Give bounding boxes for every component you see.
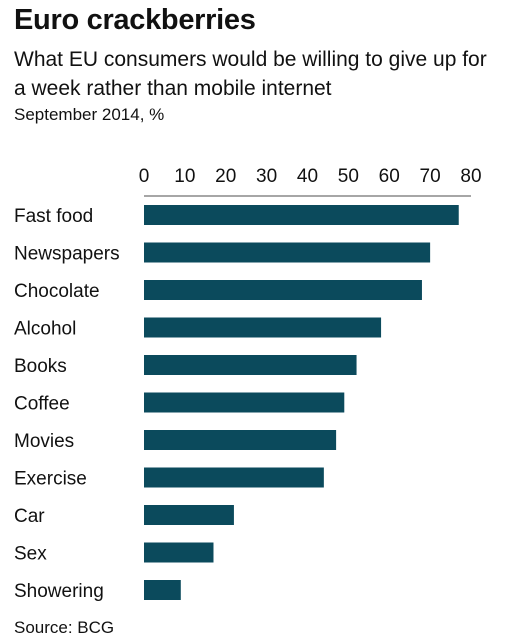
x-tick-label: 30: [256, 166, 277, 187]
category-label: Chocolate: [14, 281, 100, 302]
bar-exercise: [144, 467, 324, 488]
category-label: Exercise: [14, 469, 87, 490]
category-label: Newspapers: [14, 244, 120, 265]
x-tick-label: 60: [379, 166, 400, 187]
category-label: Alcohol: [14, 319, 76, 340]
bar-coffee: [144, 392, 345, 413]
bar-alcohol: [144, 317, 382, 338]
bar-movies: [144, 430, 337, 450]
bar-chocolate: [144, 280, 422, 300]
source-note: Source: BCG: [14, 618, 115, 637]
x-tick-label: 80: [460, 166, 481, 187]
chart-subtitle: What EU consumers would be willing to gi…: [14, 48, 487, 100]
x-tick-label: 70: [420, 166, 441, 187]
bar-sex: [144, 542, 214, 563]
category-label: Car: [14, 506, 45, 527]
category-label: Showering: [14, 581, 104, 602]
bar-showering: [144, 580, 181, 600]
x-tick-label: 0: [139, 166, 150, 187]
category-label: Sex: [14, 544, 47, 565]
chart-date-unit-note: September 2014, %: [14, 105, 165, 124]
category-label: Movies: [14, 431, 74, 452]
category-label: Fast food: [14, 206, 93, 227]
x-tick-label: 40: [297, 166, 318, 187]
category-label: Books: [14, 356, 67, 377]
bar-newspapers: [144, 242, 431, 263]
x-tick-label: 20: [215, 166, 236, 187]
bars: [144, 205, 459, 600]
category-labels: Fast food Newspapers Chocolate Alcohol Books…: [14, 206, 120, 602]
x-axis-ticks: 0 10 20 30 40 50 60 70 80: [139, 166, 482, 187]
bar-chart: 0 10 20 30 40 50 60 70 80 Fast food Newspapers Cho…: [14, 166, 482, 602]
bar-car: [144, 505, 234, 525]
bar-fast-food: [144, 205, 459, 225]
x-tick-label: 50: [338, 166, 359, 187]
bar-books: [144, 355, 357, 375]
chart-title: Euro crackberries: [14, 4, 256, 36]
x-tick-label: 10: [174, 166, 195, 187]
category-label: Coffee: [14, 394, 70, 415]
